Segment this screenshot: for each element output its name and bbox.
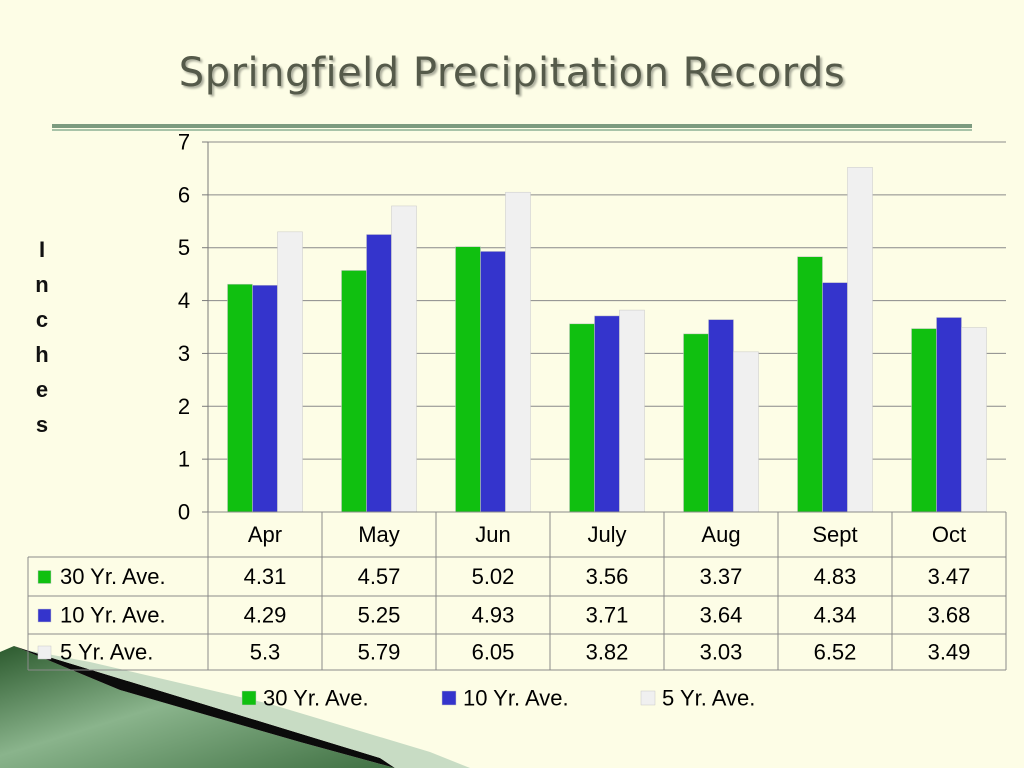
bar-10-yr-ave-apr <box>252 284 278 513</box>
bar-30-yr-ave-oct <box>911 328 937 513</box>
bar-30-yr-ave-apr <box>227 283 253 513</box>
legend-label: 10 Yr. Ave. <box>463 686 569 711</box>
bar-30-yr-ave-sept <box>797 256 823 513</box>
slide-title: Springfield Precipitation Records <box>178 50 846 96</box>
x-tick-label: Jun <box>475 522 510 547</box>
table-cell: 3.82 <box>586 640 629 665</box>
table-cell: 6.05 <box>472 640 515 665</box>
legend-key <box>640 690 656 706</box>
bar-10-yr-ave-july <box>594 315 620 513</box>
y-axis-label-letter: e <box>35 377 49 402</box>
table-legend-key <box>37 645 52 660</box>
legend-label: 5 Yr. Ave. <box>662 686 755 711</box>
bar-10-yr-ave-aug <box>708 319 734 513</box>
table-cell: 3.37 <box>700 564 743 589</box>
y-tick-label: 0 <box>178 500 190 525</box>
table-cell: 5.3 <box>250 640 281 665</box>
bar-30-yr-ave-july <box>569 323 595 513</box>
y-axis-label-letter: I <box>38 237 46 262</box>
table-legend-key <box>37 570 52 584</box>
legend-label: 30 Yr. Ave. <box>263 686 369 711</box>
x-tick-label: Apr <box>248 522 282 547</box>
bar-30-yr-ave-aug <box>683 333 709 513</box>
bar-5-yr-ave-aug <box>733 351 759 513</box>
corner-decoration <box>0 646 470 768</box>
bar-30-yr-ave-jun <box>455 246 481 513</box>
table-cell: 5.02 <box>472 564 515 589</box>
table-cell: 3.64 <box>700 603 743 628</box>
table-cell: 5.25 <box>358 603 401 628</box>
table-cell: 3.56 <box>586 564 629 589</box>
legend: 30 Yr. Ave. 10 Yr. Ave. 5 Yr. Ave. <box>241 686 755 711</box>
y-tick-label: 3 <box>178 341 190 366</box>
legend-key <box>241 690 257 706</box>
y-axis-label-letter: c <box>35 307 49 332</box>
table-cell: 3.49 <box>928 640 971 665</box>
table-cell: 3.68 <box>928 603 971 628</box>
bar-5-yr-ave-july <box>619 309 645 513</box>
table-cell: 4.93 <box>472 603 515 628</box>
x-tick-label: Oct <box>932 522 966 547</box>
title-underline-thin <box>52 129 972 131</box>
table-series-name: 10 Yr. Ave. <box>60 603 166 628</box>
bar-5-yr-ave-may <box>391 205 417 513</box>
bar-10-yr-ave-oct <box>936 317 962 513</box>
y-axis-label-letter: s <box>35 412 49 437</box>
axes: 0 1 2 3 4 5 6 7 <box>178 130 209 525</box>
table-cell: 4.29 <box>244 603 287 628</box>
bar-10-yr-ave-sept <box>822 282 848 513</box>
y-tick-label: 2 <box>178 394 190 419</box>
bar-5-yr-ave-jun <box>505 191 531 513</box>
x-tick-label: May <box>358 522 400 547</box>
y-tick-label: 6 <box>178 182 190 207</box>
x-tick-label: Sept <box>812 522 857 547</box>
x-tick-label: Aug <box>701 522 740 547</box>
table-cell: 4.34 <box>814 603 857 628</box>
bar-10-yr-ave-jun <box>480 251 506 513</box>
y-tick-label: 1 <box>178 447 190 472</box>
table-series-name: 30 Yr. Ave. <box>60 564 166 589</box>
bar-10-yr-ave-may <box>366 234 392 513</box>
table-cell: 5.79 <box>358 640 401 665</box>
table-cell: 4.31 <box>244 564 287 589</box>
y-tick-label: 5 <box>178 235 190 260</box>
bars <box>227 167 987 513</box>
bar-5-yr-ave-sept <box>847 167 873 513</box>
y-axis-label-letter: n <box>35 272 49 297</box>
table-legend-key <box>37 608 52 623</box>
x-tick-label: July <box>587 522 626 547</box>
y-tick-label: 4 <box>178 288 190 313</box>
y-tick-label: 7 <box>178 130 190 155</box>
y-axis-label-letter: h <box>35 342 49 367</box>
table-cell: 3.71 <box>586 603 629 628</box>
table-cell: 4.83 <box>814 564 857 589</box>
title-underline <box>52 124 972 128</box>
bar-5-yr-ave-apr <box>277 231 303 513</box>
legend-key <box>441 690 457 706</box>
table-cell: 6.52 <box>814 640 857 665</box>
table-cell: 3.47 <box>928 564 971 589</box>
table-series-name: 5 Yr. Ave. <box>60 640 153 665</box>
bar-30-yr-ave-may <box>341 270 367 513</box>
table-cell: 4.57 <box>358 564 401 589</box>
data-table: Apr May Jun July Aug Sept Oct 30 Yr. Ave. 4.31 4.… <box>27 511 1007 671</box>
table-cell: 3.03 <box>700 640 743 665</box>
bar-5-yr-ave-oct <box>961 327 987 513</box>
y-axis-label: I n c h e s <box>30 232 54 442</box>
